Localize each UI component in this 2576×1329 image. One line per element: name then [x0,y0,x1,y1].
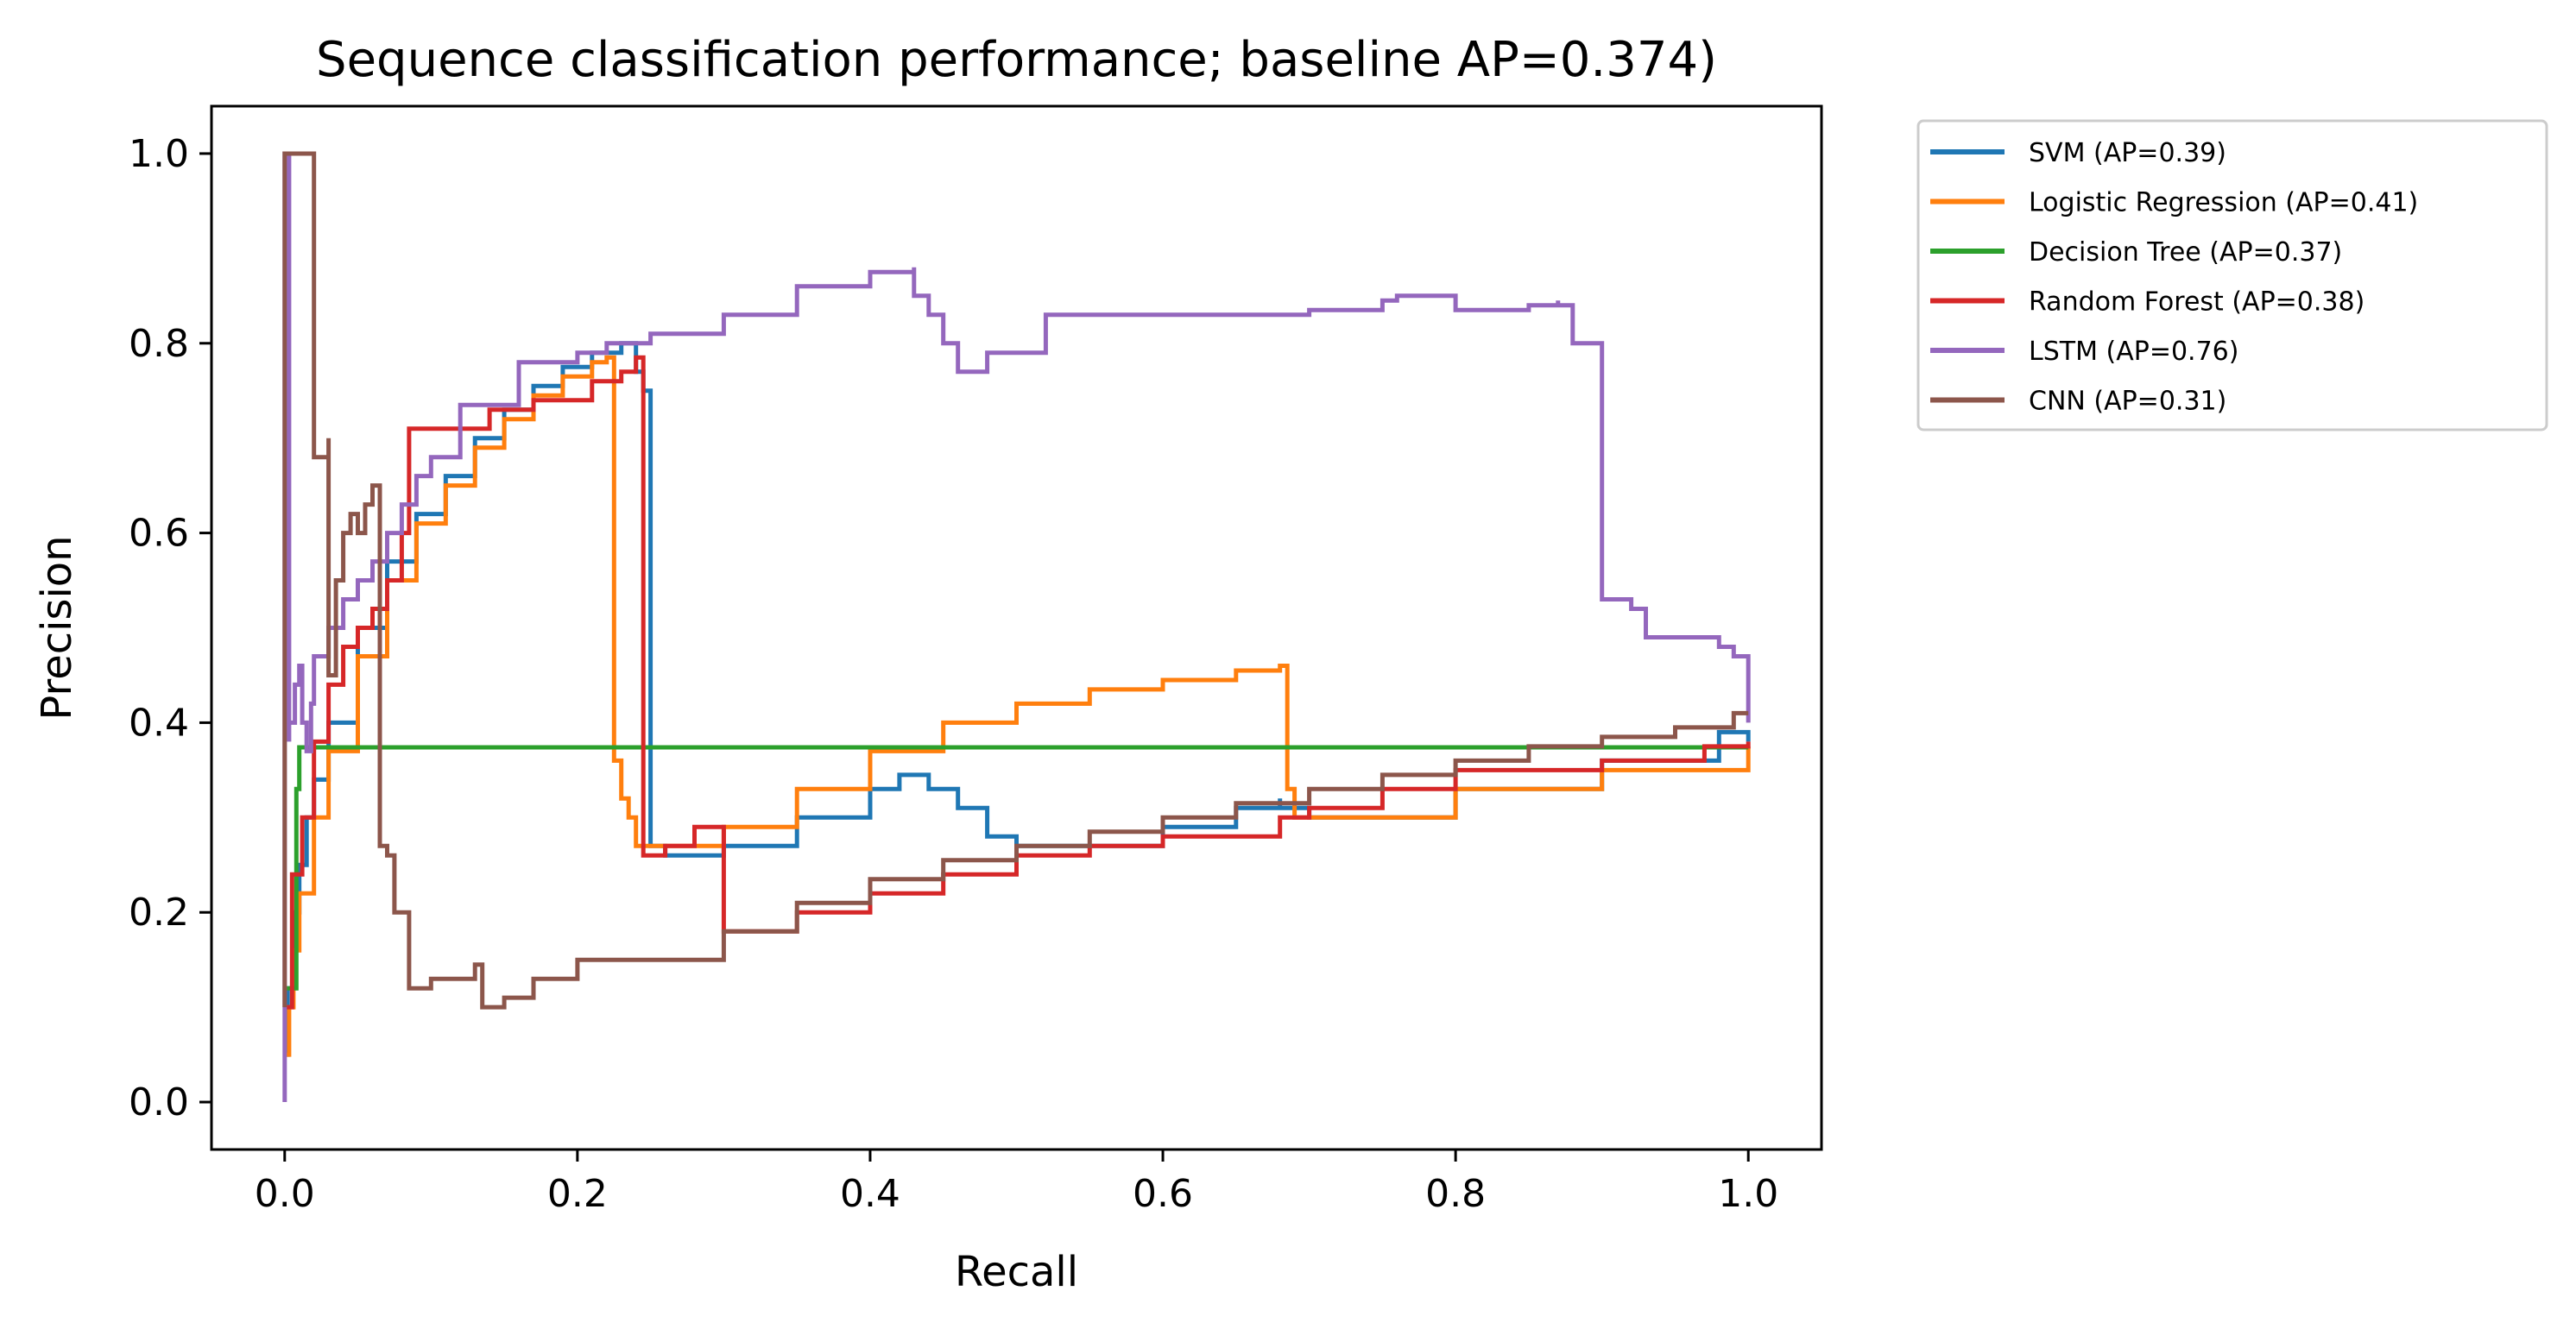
y-tick-label: 0.4 [129,701,189,745]
x-tick-label: 0.0 [255,1172,315,1216]
y-tick-label: 0.2 [129,891,189,935]
chart-title: Sequence classification performance; bas… [316,32,1717,88]
x-tick-label: 0.4 [840,1172,900,1216]
series-line-1 [284,355,1751,1057]
x-axis: 0.0 0.2 0.4 0.6 0.8 1.0 [255,1149,1778,1216]
x-tick-label: 0.6 [1133,1172,1193,1216]
y-tick-label: 0.0 [129,1080,189,1124]
legend-label: LSTM (AP=0.76) [2029,337,2238,367]
x-tick-label: 0.2 [547,1172,608,1216]
legend-label: Random Forest (AP=0.38) [2029,287,2364,318]
y-tick-label: 0.6 [129,512,189,556]
legend-label: CNN (AP=0.31) [2029,387,2226,417]
y-tick-label: 1.0 [129,132,189,176]
legend-label: Decision Tree (AP=0.37) [2029,237,2342,268]
x-axis-label: Recall [955,1248,1078,1296]
y-axis-label: Precision [33,535,81,720]
series-line-3 [284,355,1751,1010]
plot-area-frame [210,104,1823,1151]
series-line-4 [282,151,1751,1102]
x-tick-label: 0.8 [1425,1172,1486,1216]
legend-label: SVM (AP=0.39) [2029,138,2226,168]
legend-label: Logistic Regression (AP=0.41) [2029,188,2418,218]
x-tick-label: 1.0 [1718,1172,1778,1216]
series-line-5 [282,151,1749,1010]
legend: SVM (AP=0.39) Logistic Regression (AP=0.4… [1916,119,2548,431]
y-axis: 0.0 0.2 0.4 0.6 0.8 1.0 [129,132,212,1124]
y-tick-label: 0.8 [129,322,189,366]
legend-box [1916,119,2548,431]
